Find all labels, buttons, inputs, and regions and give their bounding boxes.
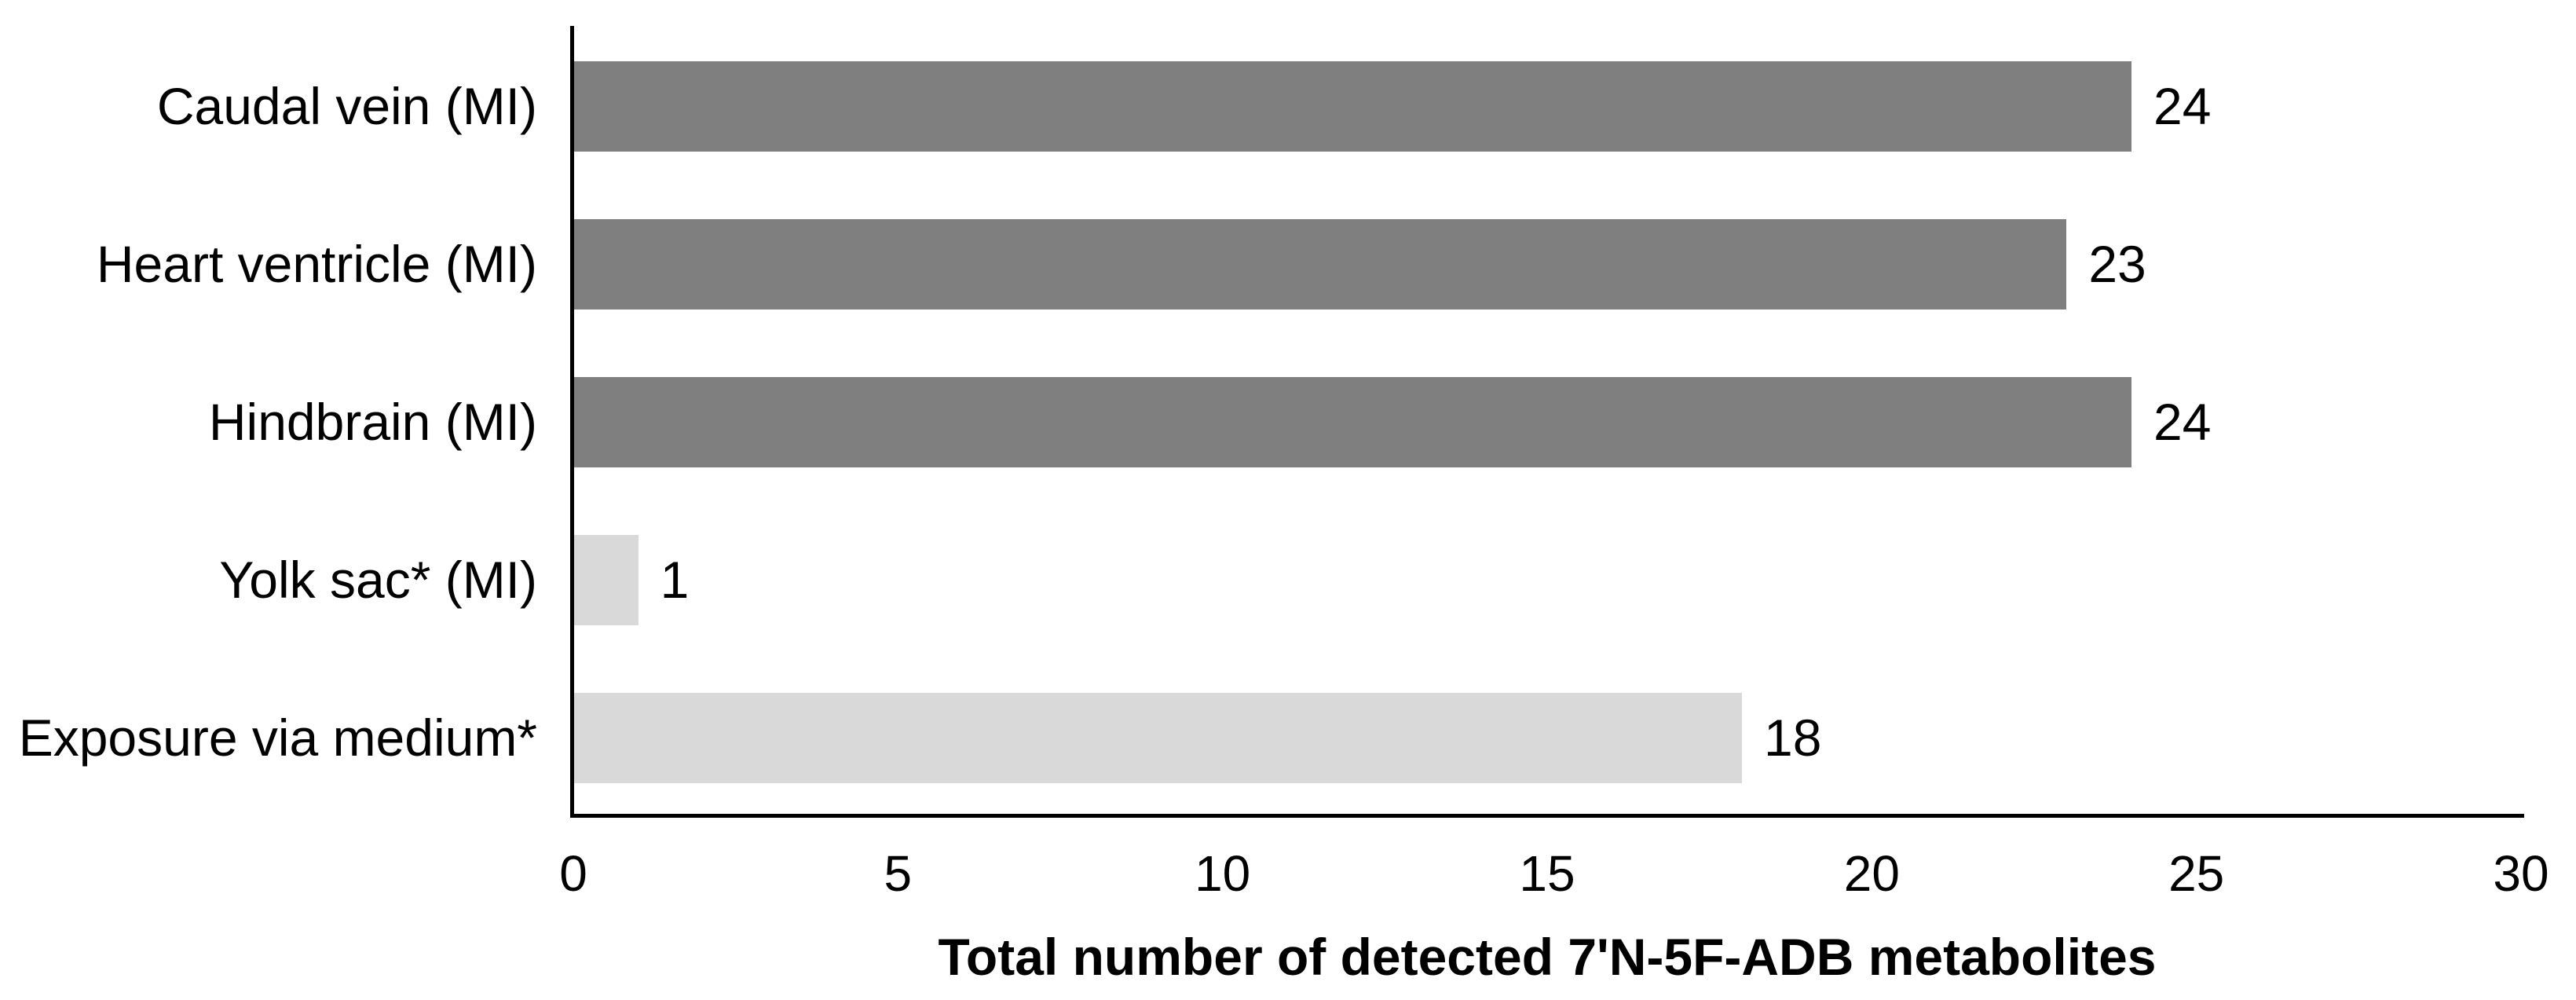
category-axis-labels: Caudal vein (MI) Heart ventricle (MI) Hind… xyxy=(0,27,537,817)
y-axis-line xyxy=(570,26,574,818)
x-axis-title: Total number of detected 7'N-5F-ADB meta… xyxy=(938,928,2157,986)
value-label: 24 xyxy=(2153,393,2212,451)
category-label: Heart ventricle (MI) xyxy=(96,235,537,293)
x-tick-label: 30 xyxy=(2493,845,2549,902)
category-label: Exposure via medium* xyxy=(18,709,537,767)
x-tick-label: 5 xyxy=(884,845,913,902)
x-tick-label: 25 xyxy=(2168,845,2225,902)
x-tick-label: 20 xyxy=(1843,845,1900,902)
bar xyxy=(573,61,2131,152)
category-label: Yolk sac* (MI) xyxy=(219,551,537,609)
value-label: 1 xyxy=(660,551,690,609)
value-label: 18 xyxy=(1764,709,1822,767)
bar xyxy=(573,535,639,625)
category-label: Hindbrain (MI) xyxy=(208,393,537,451)
x-tick-label: 15 xyxy=(1519,845,1575,902)
value-label: 23 xyxy=(2088,235,2146,293)
bar xyxy=(573,377,2131,467)
value-label: 24 xyxy=(2153,77,2212,135)
x-axis-line xyxy=(570,814,2524,818)
x-tick-label: 10 xyxy=(1195,845,1251,902)
x-tick-label: 0 xyxy=(559,845,587,902)
plot-area: 24 23 24 1 18 xyxy=(573,27,2521,817)
category-label: Caudal vein (MI) xyxy=(156,77,537,135)
bar xyxy=(573,219,2067,310)
bar xyxy=(573,693,1742,783)
